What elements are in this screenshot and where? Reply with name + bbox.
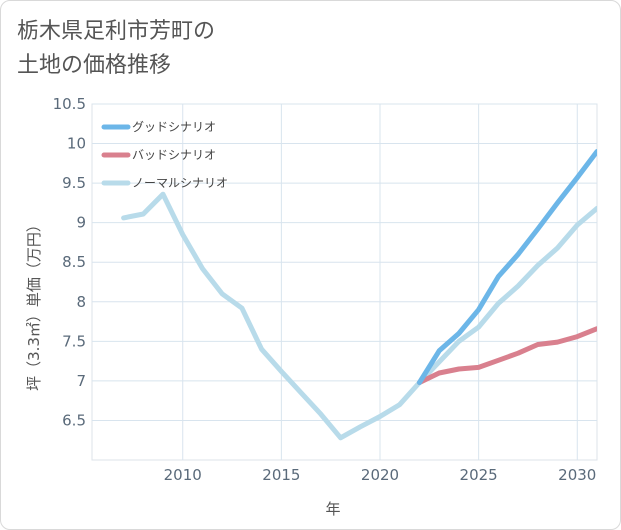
y-tick-label: 10.5 bbox=[53, 95, 86, 113]
y-tick-label: 8 bbox=[76, 293, 86, 311]
legend-label: バッドシナリオ bbox=[132, 148, 216, 162]
y-tick-label: 10 bbox=[67, 135, 86, 153]
series-line-0 bbox=[417, 149, 597, 385]
chart-title: 栃木県足利市芳町の 土地の価格推移 bbox=[17, 19, 216, 78]
gridlines bbox=[92, 103, 597, 460]
y-tick-label: 6.5 bbox=[62, 411, 86, 429]
x-tick-label: 2030 bbox=[558, 466, 596, 484]
plot-area bbox=[91, 103, 598, 461]
y-tick-label: 9 bbox=[76, 214, 86, 232]
x-tick-label: 2015 bbox=[262, 466, 300, 484]
tick-labels: 2010 2015 2020 2025 2030 6.5 7 7.5 8 8.5 9 9.5 10 10.… bbox=[53, 95, 597, 484]
series-line-2 bbox=[121, 191, 597, 441]
legend-label: ノーマルシナリオ bbox=[132, 176, 228, 190]
series-line-1 bbox=[417, 326, 597, 385]
x-tick-label: 2010 bbox=[164, 466, 202, 484]
y-tick-label: 7 bbox=[76, 372, 86, 390]
x-tick-label: 2025 bbox=[460, 466, 498, 484]
y-axis-label: 坪（3.3㎡）単価（万円） bbox=[25, 217, 43, 391]
x-tick-label: 2020 bbox=[361, 466, 399, 484]
y-tick-label: 8.5 bbox=[62, 253, 86, 271]
y-tick-label: 7.5 bbox=[62, 332, 86, 350]
legend-label: グッドシナリオ bbox=[132, 120, 216, 134]
series-layer bbox=[121, 149, 597, 441]
x-axis-label: 年 bbox=[325, 500, 340, 518]
y-tick-label: 9.5 bbox=[62, 174, 86, 192]
